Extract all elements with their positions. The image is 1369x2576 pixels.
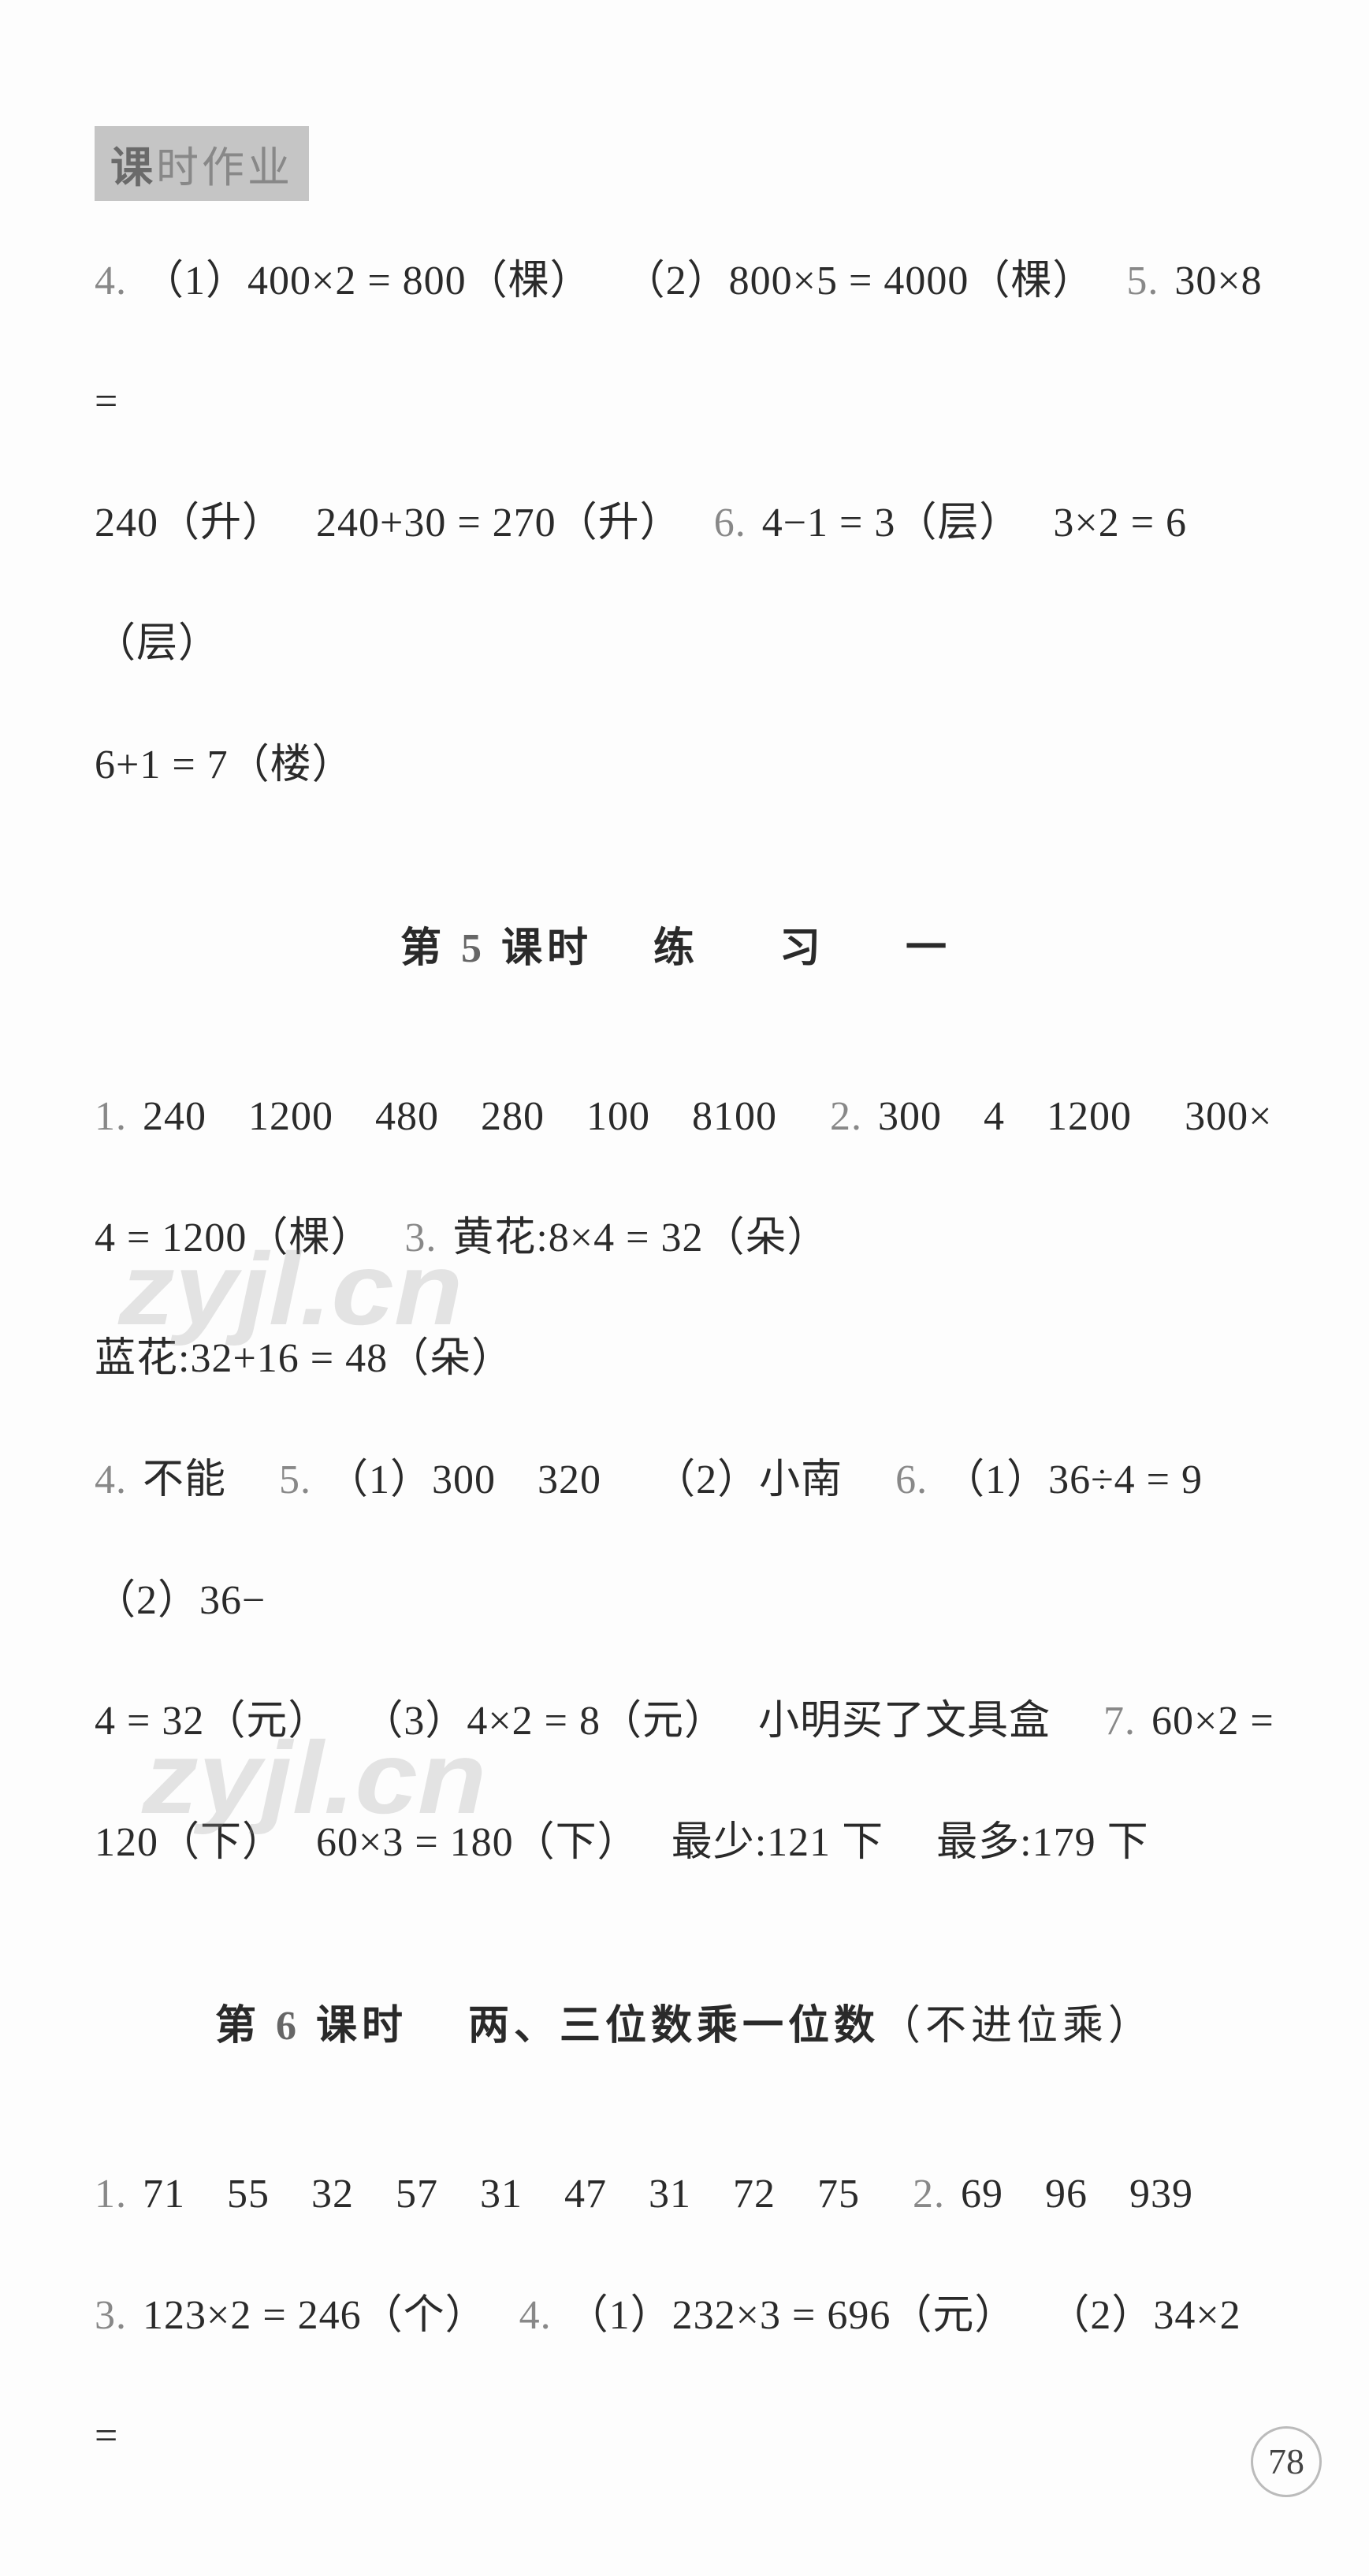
page-number: 78 bbox=[1251, 2426, 1322, 2497]
answer-text: 60×3 = 180（下） bbox=[316, 1820, 619, 1865]
answer-text: （1）400×2 = 800（棵） bbox=[143, 259, 571, 303]
question-number: 5. bbox=[279, 1457, 311, 1502]
question-number: 4. bbox=[519, 2293, 552, 2338]
content-body: 4. （1）400×2 = 800（棵） （2）800×5 = 4000（棵） … bbox=[95, 221, 1274, 2497]
question-number: 4. bbox=[95, 1457, 127, 1502]
answer-text: 123×2 = 246（个） bbox=[143, 2293, 467, 2338]
page-number-text: 78 bbox=[1268, 2440, 1304, 2482]
answer-text: 300× bbox=[1185, 1094, 1272, 1139]
section-title: 第 6 课时 两、三位数乘一位数（不进位乘） bbox=[95, 1966, 1274, 2086]
answer-text: （2）36− bbox=[95, 1578, 266, 1623]
answer-text: 240（升） bbox=[95, 501, 263, 545]
answer-text: （2）小南 bbox=[654, 1457, 843, 1502]
answer-text: 4−1 = 3（层） bbox=[762, 501, 1001, 545]
title-number: 5 bbox=[461, 926, 486, 971]
section-title: 第 5 课时 练 习 一 bbox=[95, 888, 1274, 1009]
question-number: 2. bbox=[830, 1094, 862, 1139]
header-char: 课 bbox=[110, 144, 156, 192]
question-number: 6. bbox=[895, 1457, 928, 1502]
title-suffix: 课时 bbox=[316, 2004, 407, 2049]
header-char: 时 bbox=[156, 144, 202, 192]
answer-text: （2）800×5 = 4000（棵） bbox=[624, 259, 1074, 303]
answer-text: 不能 bbox=[143, 1457, 226, 1502]
title-text: 练 习 一 bbox=[653, 926, 969, 971]
text-line: 4 = 32（元） （3）4×2 = 8（元） 小明买了文具盒 7. 60×2 … bbox=[95, 1661, 1274, 1781]
page-container: 课时作业 4. （1）400×2 = 800（棵） （2）800×5 = 400… bbox=[0, 0, 1369, 2576]
title-suffix: 课时 bbox=[501, 926, 593, 971]
text-line: 4. 不能 5. （1）300 320 （2）小南 6. （1）36÷4 = 9… bbox=[95, 1420, 1274, 1662]
answer-text: 69 96 939 bbox=[961, 2172, 1193, 2217]
question-number: 1. bbox=[95, 2172, 127, 2217]
title-text: 两、三位数乘一位数 bbox=[468, 2004, 880, 2049]
answer-text: （1）232×3 = 696（元） bbox=[567, 2293, 996, 2338]
question-number: 6. bbox=[714, 501, 746, 545]
answer-text: 蓝花:32+16 = 48（朵） bbox=[95, 1336, 513, 1381]
title-paren: （不进位乘） bbox=[880, 2004, 1154, 2049]
text-line: 1. 240 1200 480 280 100 8100 2. 300 4 12… bbox=[95, 1056, 1274, 1177]
answer-text: （1）36÷4 = 9 bbox=[943, 1457, 1203, 1502]
header-char: 业 bbox=[247, 144, 293, 192]
text-line: 3. 123×2 = 246（个） 4. （1）232×3 = 696（元） （… bbox=[95, 2255, 1274, 2497]
answer-text: （1）300 320 bbox=[327, 1457, 601, 1502]
title-prefix: 第 bbox=[215, 2004, 261, 2049]
text-line: 1. 71 55 32 57 31 47 31 72 75 2. 69 96 9… bbox=[95, 2134, 1274, 2254]
answer-text: 4 = 32（元） bbox=[95, 1699, 309, 1744]
answer-text: 4 = 1200（棵） bbox=[95, 1215, 352, 1260]
text-line: 120（下） 60×3 = 180（下） 最少:121 下 最多:179 下 bbox=[95, 1782, 1274, 1903]
answer-text: 240+30 = 270（升） bbox=[316, 501, 661, 545]
text-line: 4 = 1200（棵） 3. 黄花:8×4 = 32（朵） 蓝花:32+16 =… bbox=[95, 1178, 1274, 1420]
question-number: 1. bbox=[95, 1094, 127, 1139]
answer-text: 黄花:8×4 = 32（朵） bbox=[452, 1215, 808, 1260]
answer-text: 120（下） bbox=[95, 1820, 263, 1865]
answer-text: 最少:121 下 bbox=[671, 1820, 884, 1865]
page-header: 课时作业 bbox=[95, 126, 309, 201]
text-line: 6+1 = 7（楼） bbox=[95, 705, 1274, 825]
question-number: 3. bbox=[95, 2293, 127, 2338]
question-number: 4. bbox=[95, 259, 127, 303]
question-number: 7. bbox=[1103, 1699, 1136, 1744]
question-number: 5. bbox=[1126, 259, 1159, 303]
question-number: 2. bbox=[913, 2172, 945, 2217]
answer-text: 最多:179 下 bbox=[936, 1820, 1148, 1865]
header-char: 作 bbox=[202, 144, 247, 192]
answer-text: 71 55 32 57 31 47 31 72 75 bbox=[143, 2172, 860, 2217]
answer-text: 240 1200 480 280 100 8100 bbox=[143, 1094, 777, 1139]
title-number: 6 bbox=[276, 2004, 301, 2049]
answer-text: 300 4 1200 bbox=[878, 1094, 1132, 1139]
answer-text: 小明买了文具盒 bbox=[758, 1699, 1051, 1744]
text-line: 240（升） 240+30 = 270（升） 6. 4−1 = 3（层） 3×2… bbox=[95, 463, 1274, 705]
title-prefix: 第 bbox=[400, 926, 446, 971]
answer-text: 60×2 = bbox=[1151, 1699, 1274, 1744]
answer-text: 6+1 = 7（楼） bbox=[95, 743, 354, 787]
answer-text: （3）4×2 = 8（元） bbox=[362, 1699, 705, 1744]
question-number: 3. bbox=[404, 1215, 437, 1260]
text-line: 4. （1）400×2 = 800（棵） （2）800×5 = 4000（棵） … bbox=[95, 221, 1274, 463]
